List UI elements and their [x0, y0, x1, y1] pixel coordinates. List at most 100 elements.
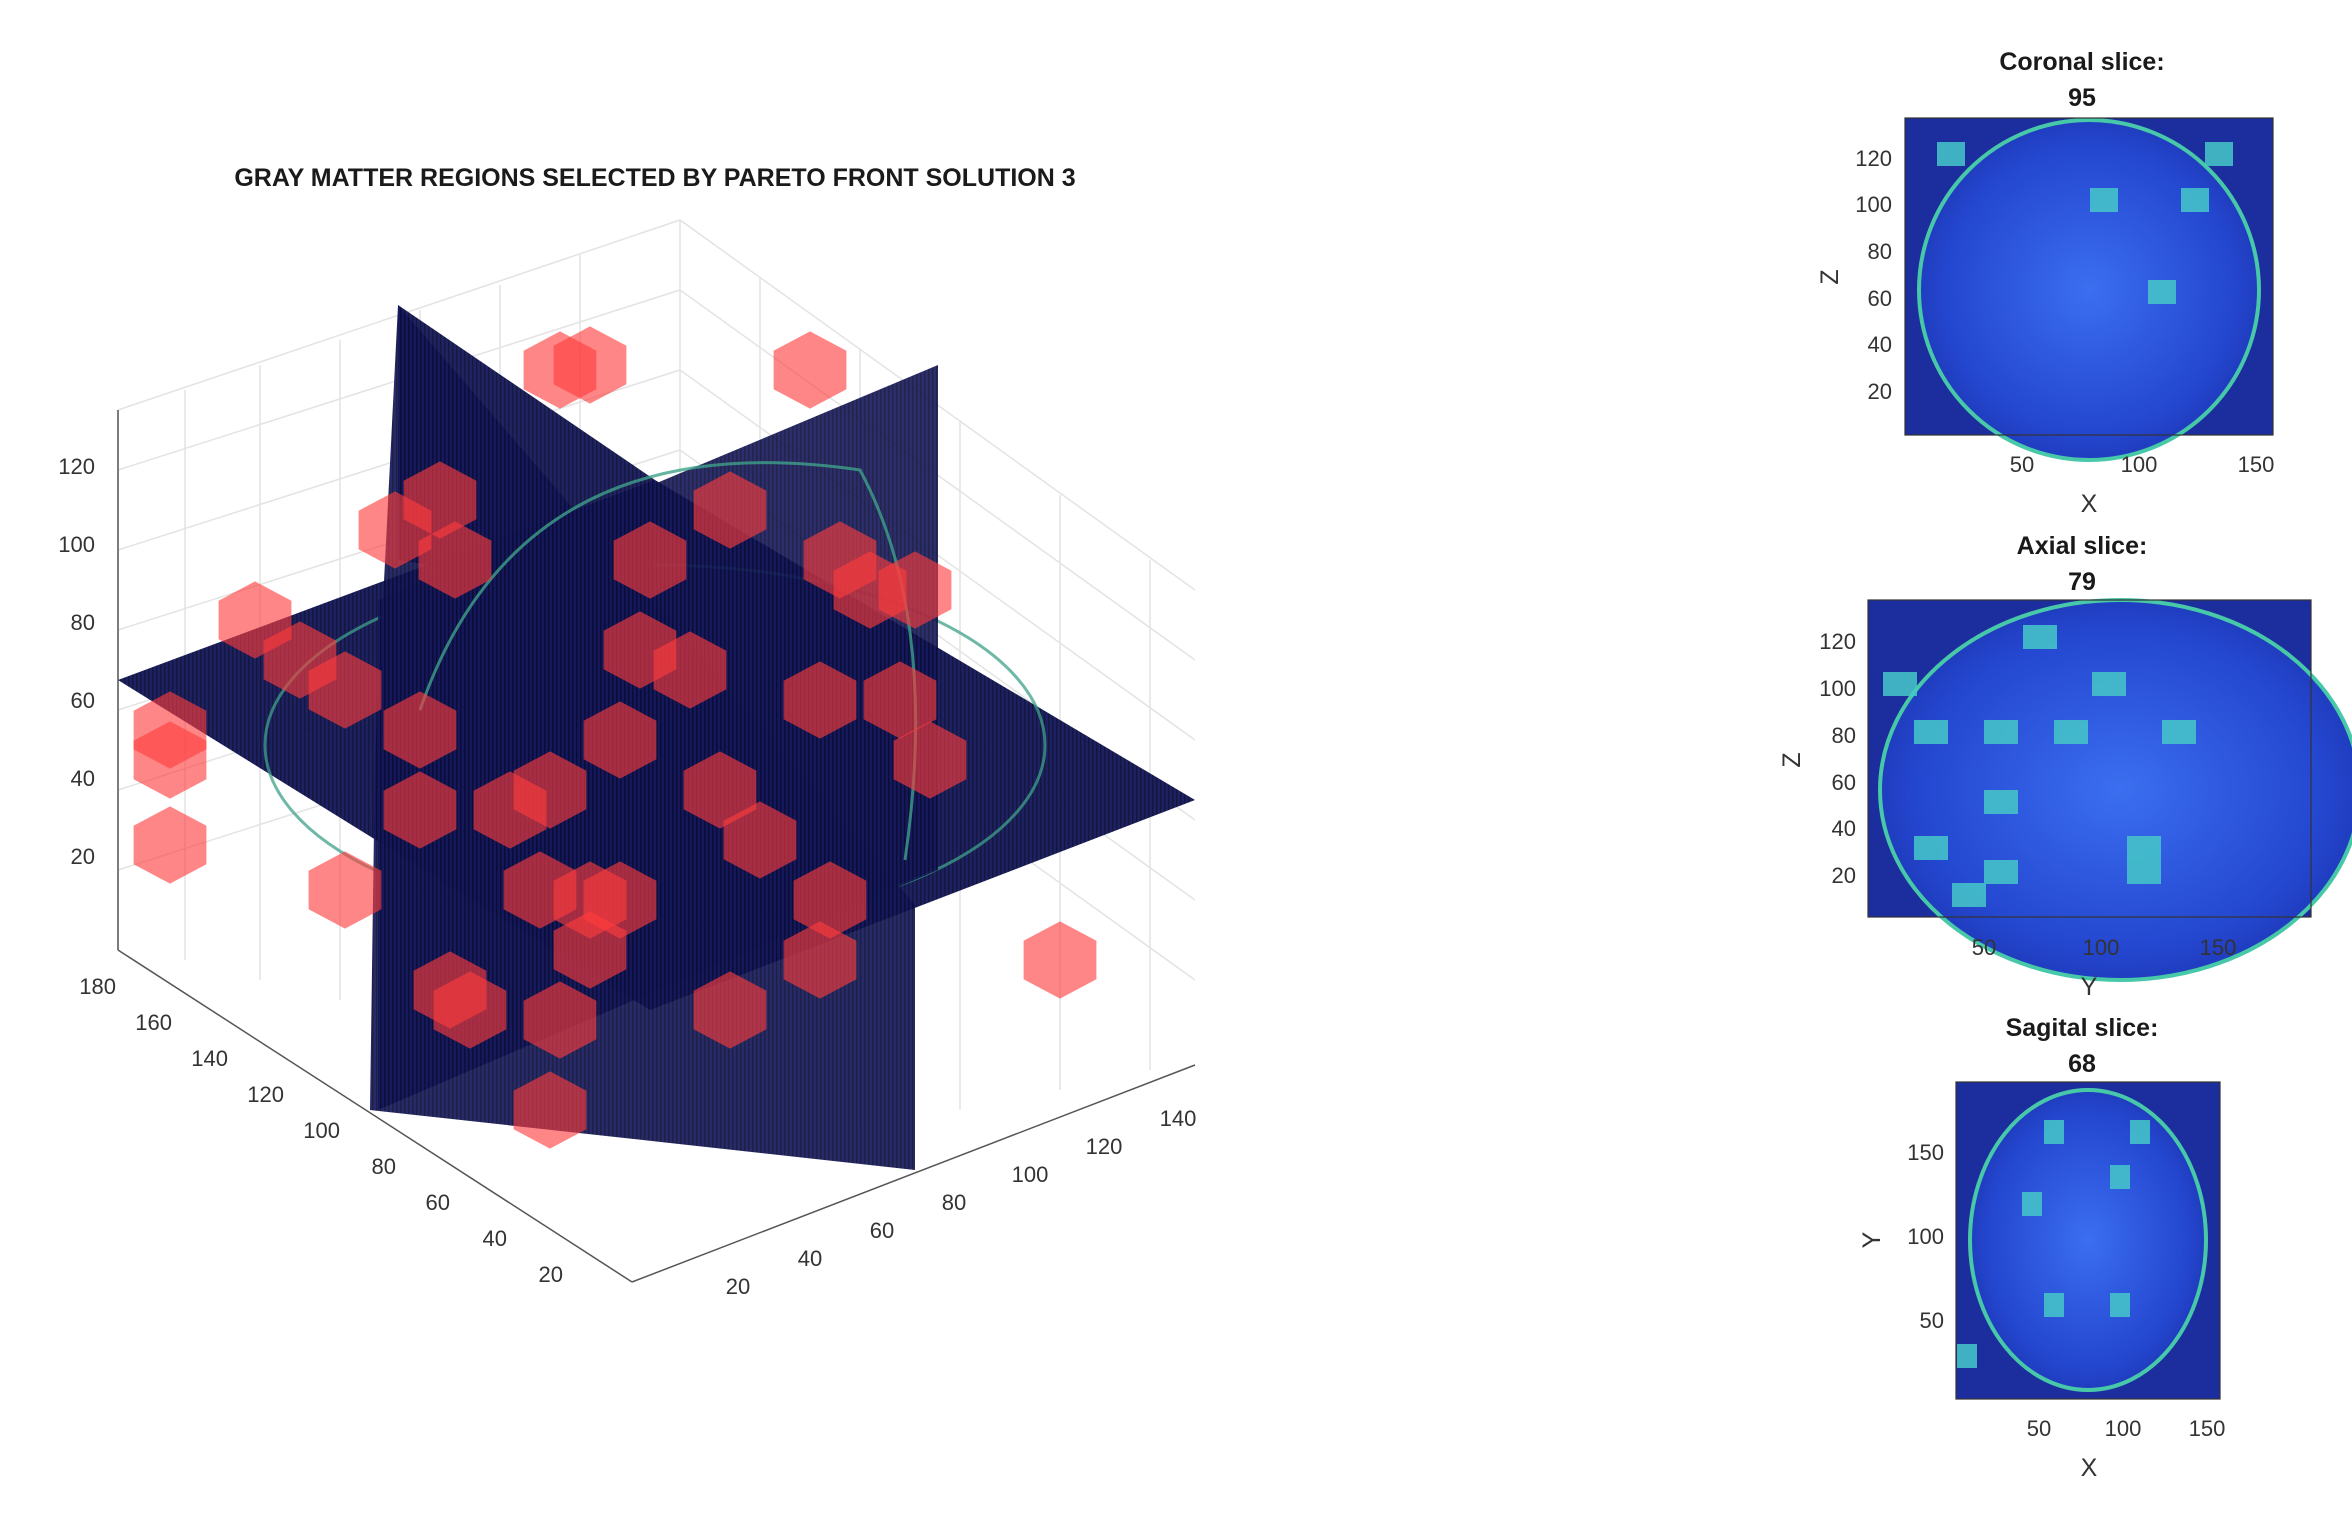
z-tick-label: 60: [71, 688, 95, 713]
axial-y-tick: 20: [1832, 863, 1856, 888]
coronal-y-tick: 60: [1868, 286, 1892, 311]
coronal-x-tick: 50: [2010, 452, 2034, 477]
z-tick-label: 40: [71, 766, 95, 791]
x-tick-label: 100: [1012, 1162, 1049, 1187]
axial-x-tick: 50: [1972, 935, 1996, 960]
region-cube: [773, 331, 847, 409]
region-cube: [553, 326, 627, 404]
region-cube: [523, 981, 597, 1059]
axial-title-line1: Axial slice:: [2017, 532, 2148, 560]
region-cube: [1023, 921, 1097, 999]
x-tick-label: 80: [942, 1190, 966, 1215]
y-tick-label: 40: [483, 1226, 507, 1251]
sagital-xlabel: X: [2081, 1454, 2098, 1482]
region-cube: [863, 661, 937, 739]
y-tick-label: 20: [539, 1262, 563, 1287]
coronal-highlights: [1937, 142, 2233, 304]
region-cube: [683, 751, 757, 829]
axial-y-tick: 40: [1832, 816, 1856, 841]
y-tick-label: 120: [247, 1082, 284, 1107]
axial-x-tick: 150: [2200, 935, 2237, 960]
y-tick-label: 80: [372, 1154, 396, 1179]
main-3d-plot: GRAY MATTER REGIONS SELECTED BY PARETO F…: [58, 164, 1196, 1299]
z-tick-label: 120: [58, 454, 95, 479]
main-title: GRAY MATTER REGIONS SELECTED BY PARETO F…: [234, 164, 1075, 192]
coronal-y-tick: 120: [1855, 146, 1892, 171]
coronal-xlabel: X: [2081, 490, 2098, 518]
coronal-brain: [1917, 118, 2261, 462]
z-tick-label: 20: [71, 844, 95, 869]
coronal-y-tick: 40: [1868, 332, 1892, 357]
z-tick-label: 100: [58, 532, 95, 557]
coronal-y-tick: 100: [1855, 192, 1892, 217]
axial-xlabel: Y: [2081, 973, 2098, 1001]
region-cube: [693, 471, 767, 549]
region-cube: [308, 851, 382, 929]
region-cube: [473, 771, 547, 849]
region-cube: [513, 1071, 587, 1149]
x-axis-ticks: 20 40 60 80 100 120 140: [726, 1106, 1197, 1299]
sagital-title-line1: Sagital slice:: [2006, 1014, 2159, 1042]
sagital-panel: Sagital slice: 68 150 100 50 50 100 150 …: [1858, 1014, 2225, 1482]
region-cube: [433, 971, 507, 1049]
region-cube: [583, 861, 657, 939]
region-cube: [583, 701, 657, 779]
region-cube: [308, 651, 382, 729]
region-cube: [793, 861, 867, 939]
coronal-title-line1: Coronal slice:: [1999, 48, 2164, 76]
sagital-highlights: [1957, 1120, 2150, 1368]
x-tick-label: 140: [1160, 1106, 1197, 1131]
z-axis-ticks: 120 100 80 60 40 20: [58, 454, 95, 869]
region-cube: [383, 771, 457, 849]
coronal-x-tick: 100: [2121, 452, 2158, 477]
z-tick-label: 80: [71, 610, 95, 635]
axial-ylabel: Z: [1778, 752, 1806, 767]
region-cube: [878, 551, 952, 629]
region-cube: [693, 971, 767, 1049]
coronal-title-line2: 95: [2068, 84, 2096, 112]
y-axis-ticks: 180 160 140 120 100 80 60 40 20: [79, 974, 563, 1287]
sagital-y-tick: 100: [1907, 1224, 1944, 1249]
sagital-x-tick: 50: [2027, 1416, 2051, 1441]
axial-title-line2: 79: [2068, 568, 2096, 596]
region-cube: [383, 691, 457, 769]
sagital-x-tick: 150: [2189, 1416, 2226, 1441]
region-cube: [613, 521, 687, 599]
region-cube: [893, 721, 967, 799]
y-tick-label: 140: [191, 1046, 228, 1071]
x-tick-label: 60: [870, 1218, 894, 1243]
sagital-y-tick: 150: [1907, 1140, 1944, 1165]
region-cube: [783, 661, 857, 739]
region-cube: [418, 521, 492, 599]
region-cube: [723, 801, 797, 879]
x-tick-label: 40: [798, 1246, 822, 1271]
region-cubes: [133, 326, 1097, 1149]
coronal-y-tick: 80: [1868, 239, 1892, 264]
region-cube: [133, 721, 207, 799]
axial-x-tick: 100: [2083, 935, 2120, 960]
y-tick-label: 180: [79, 974, 116, 999]
coronal-panel: Coronal slice: 95 120 100 80 60 40 20 50…: [1816, 48, 2274, 518]
axial-y-tick: 120: [1819, 629, 1856, 654]
region-cube: [403, 461, 477, 539]
x-tick-label: 120: [1086, 1134, 1123, 1159]
sagital-x-tick: 100: [2105, 1416, 2142, 1441]
axial-y-tick: 100: [1819, 676, 1856, 701]
axial-panel: Axial slice: 79 120 100 80 60 40 20 50 1…: [1778, 532, 2352, 1001]
axial-highlights: [1883, 625, 2196, 907]
coronal-x-tick: 150: [2238, 452, 2275, 477]
region-cube: [653, 631, 727, 709]
region-cube: [783, 921, 857, 999]
region-cube: [133, 806, 207, 884]
y-tick-label: 60: [426, 1190, 450, 1215]
axial-brain: [1878, 598, 2352, 982]
coronal-ylabel: Z: [1816, 269, 1844, 284]
coronal-y-tick: 20: [1868, 379, 1892, 404]
axial-y-tick: 80: [1832, 723, 1856, 748]
axial-y-tick: 60: [1832, 770, 1856, 795]
sagital-y-tick: 50: [1920, 1308, 1944, 1333]
sagital-title-line2: 68: [2068, 1050, 2096, 1078]
y-tick-label: 100: [303, 1118, 340, 1143]
y-tick-label: 160: [135, 1010, 172, 1035]
